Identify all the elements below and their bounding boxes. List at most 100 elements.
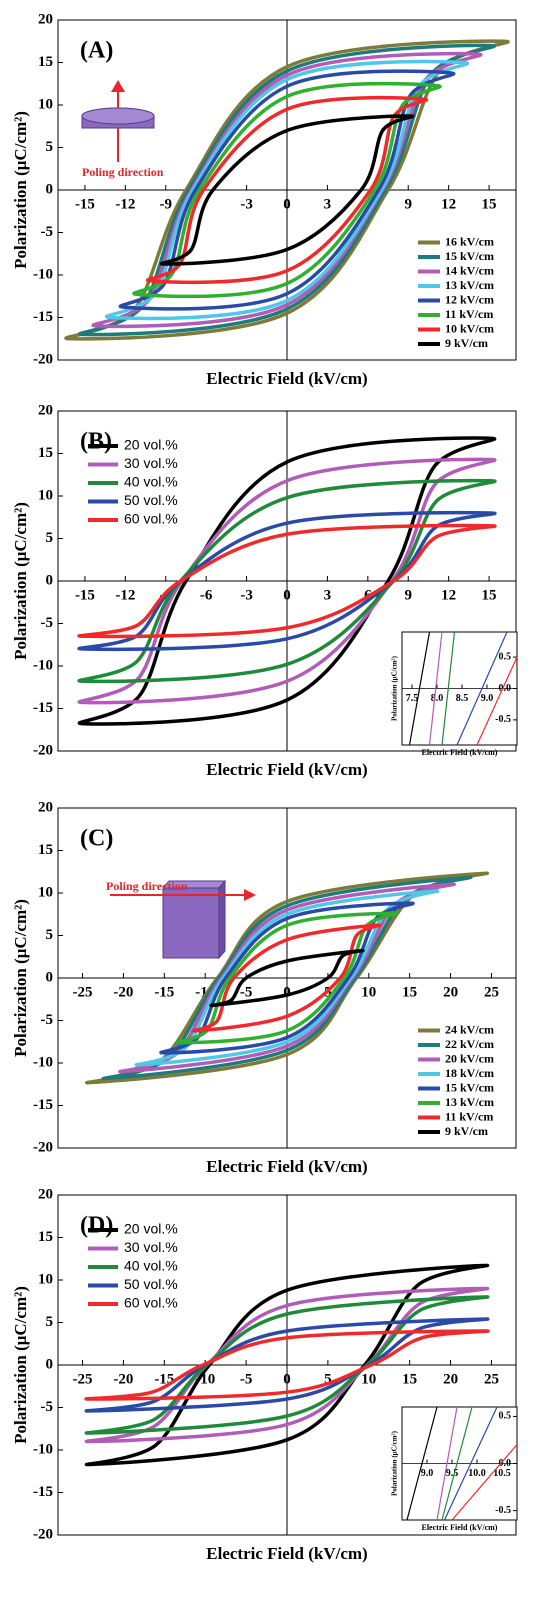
legend-label: 20 vol.% bbox=[124, 1221, 178, 1237]
y-tick-label: -20 bbox=[33, 351, 53, 367]
legend-label: 20 vol.% bbox=[124, 437, 178, 453]
y-tick-label: 5 bbox=[46, 927, 54, 943]
inset-y-tick-label: -0.5 bbox=[495, 1505, 511, 1516]
loop bbox=[84, 1329, 490, 1401]
loop bbox=[77, 511, 497, 651]
loop bbox=[101, 875, 473, 1081]
x-tick-label: 25 bbox=[484, 984, 499, 1000]
y-tick-label: 5 bbox=[46, 1314, 54, 1330]
legend-label: 40 vol.% bbox=[124, 474, 178, 490]
inset-y-tick-label: 0.0 bbox=[499, 1458, 512, 1469]
y-tick-label: -10 bbox=[33, 657, 53, 673]
x-tick-label: 25 bbox=[484, 1371, 499, 1387]
legend-label: 13 kV/cm bbox=[445, 1095, 494, 1109]
legend-label: 11 kV/cm bbox=[445, 1109, 493, 1123]
legend-label: 13 kV/cm bbox=[445, 278, 494, 292]
inset-y-tick-label: 0.0 bbox=[499, 683, 512, 694]
loop bbox=[159, 901, 415, 1055]
x-tick-label: 0 bbox=[283, 587, 291, 603]
y-tick-label: 20 bbox=[38, 799, 53, 815]
inset-line bbox=[441, 1406, 473, 1521]
y-tick-label: 10 bbox=[38, 96, 53, 112]
x-tick-label: 20 bbox=[443, 984, 458, 1000]
inset-x-tick-label: 10.5 bbox=[493, 1468, 511, 1479]
annotation: Poling direction bbox=[82, 165, 164, 179]
loop bbox=[78, 43, 496, 337]
x-tick-label: 15 bbox=[402, 1371, 417, 1387]
inset-y-label: Polarization (μC/cm²) bbox=[391, 1430, 399, 1496]
x-tick-label: -15 bbox=[75, 587, 95, 603]
loop bbox=[77, 478, 497, 684]
x-tick-label: 10 bbox=[361, 984, 376, 1000]
y-tick-label: -15 bbox=[33, 1484, 53, 1500]
x-tick-label: 20 bbox=[443, 1371, 458, 1387]
y-tick-label: -20 bbox=[33, 1526, 53, 1542]
y-tick-label: -20 bbox=[33, 1139, 53, 1155]
x-tick-label: 3 bbox=[324, 196, 332, 212]
legend-label: 60 vol.% bbox=[124, 1295, 178, 1311]
legend-label: 20 kV/cm bbox=[445, 1051, 494, 1065]
legend-label: 40 vol.% bbox=[124, 1258, 178, 1274]
y-tick-label: 15 bbox=[38, 54, 53, 70]
y-tick-label: 10 bbox=[38, 884, 53, 900]
x-tick-label: -20 bbox=[113, 984, 133, 1000]
inset-line bbox=[428, 631, 443, 746]
sample-top bbox=[81, 107, 155, 125]
legend-label: 50 vol.% bbox=[124, 1276, 178, 1292]
x-tick-label: 12 bbox=[441, 196, 456, 212]
inset-line bbox=[476, 656, 518, 746]
inset-x-label: Electric Field (kV/cm) bbox=[422, 1523, 498, 1532]
panel-label: (B) bbox=[80, 429, 112, 455]
loop bbox=[209, 948, 365, 1008]
y-tick-label: -15 bbox=[33, 700, 53, 716]
legend-label: 18 kV/cm bbox=[445, 1066, 494, 1080]
inset-y-label: Polarization (μC/cm²) bbox=[391, 655, 399, 721]
x-tick-label: 0 bbox=[283, 196, 291, 212]
y-tick-label: 20 bbox=[38, 11, 53, 27]
inset-x-tick-label: 10.0 bbox=[468, 1468, 486, 1479]
x-axis-label: Electric Field (kV/cm) bbox=[206, 760, 367, 779]
legend-label: 12 kV/cm bbox=[445, 292, 494, 306]
y-tick-label: 0 bbox=[46, 181, 54, 197]
legend-label: 9 kV/cm bbox=[445, 336, 488, 350]
inset-line bbox=[436, 1406, 458, 1521]
inset-line bbox=[443, 1406, 498, 1521]
x-tick-label: -5 bbox=[240, 984, 253, 1000]
x-tick-label: -15 bbox=[75, 196, 95, 212]
y-axis-label: Polarization (μC/cm²) bbox=[11, 899, 30, 1057]
y-tick-label: 0 bbox=[46, 572, 54, 588]
inset-line bbox=[456, 631, 508, 746]
loop bbox=[77, 436, 497, 726]
y-tick-label: 20 bbox=[38, 1186, 53, 1202]
x-tick-label: -5 bbox=[240, 1371, 253, 1387]
legend-label: 50 vol.% bbox=[124, 492, 178, 508]
x-tick-label: -3 bbox=[240, 196, 253, 212]
y-tick-label: 10 bbox=[38, 1271, 53, 1287]
inset-y-tick-label: -0.5 bbox=[495, 714, 511, 725]
x-tick-label: 3 bbox=[324, 587, 332, 603]
inset-line bbox=[451, 1444, 518, 1521]
inset-x-tick-label: 9.0 bbox=[481, 693, 494, 704]
inset-x-label: Electric Field (kV/cm) bbox=[422, 748, 498, 757]
loop bbox=[84, 1317, 490, 1413]
x-tick-label: 15 bbox=[482, 196, 497, 212]
y-tick-label: -15 bbox=[33, 309, 53, 325]
loop bbox=[85, 1263, 489, 1467]
y-tick-label: 20 bbox=[38, 402, 53, 418]
x-axis-label: Electric Field (kV/cm) bbox=[206, 369, 367, 388]
x-axis-label: Electric Field (kV/cm) bbox=[206, 1544, 367, 1563]
loop bbox=[85, 871, 489, 1085]
y-tick-label: 15 bbox=[38, 842, 53, 858]
inset-x-tick-label: 9.5 bbox=[446, 1468, 459, 1479]
inset-line bbox=[406, 1406, 438, 1521]
x-tick-label: -20 bbox=[113, 1371, 133, 1387]
annotation: Poling direction bbox=[106, 879, 188, 893]
loop bbox=[118, 69, 456, 311]
arrow-head bbox=[244, 889, 256, 901]
x-tick-label: 0 bbox=[283, 984, 291, 1000]
loop bbox=[105, 59, 469, 321]
x-tick-label: -3 bbox=[240, 587, 253, 603]
panel-label: (C) bbox=[80, 826, 113, 852]
inset-x-tick-label: 8.5 bbox=[456, 693, 469, 704]
x-tick-label: 15 bbox=[482, 587, 497, 603]
